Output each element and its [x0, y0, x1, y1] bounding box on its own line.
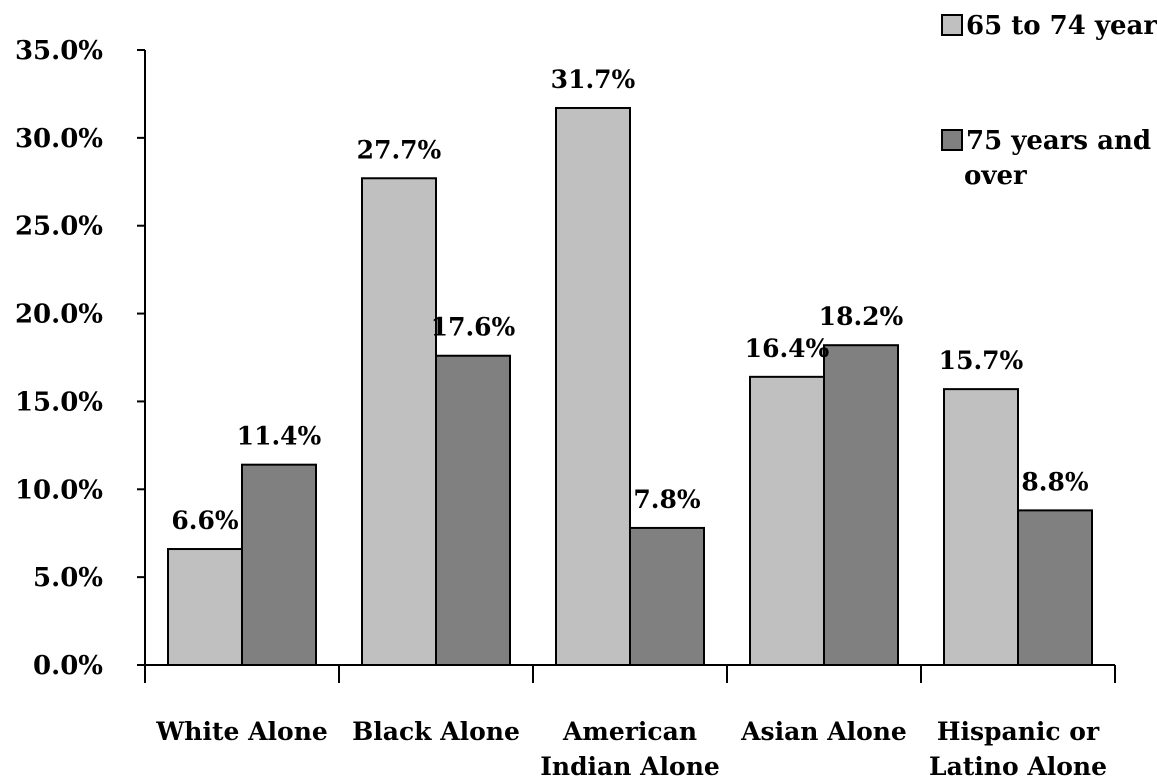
legend-label: over	[964, 161, 1027, 191]
x-category-label: Latino Alone	[929, 752, 1107, 781]
data-labels: 6.6% 27.7% 31.7% 16.4% 15.7% 11.4% 17.6% 7.8% 18…	[171, 65, 1088, 535]
x-category-label: Black Alone	[352, 717, 520, 746]
legend-swatch	[941, 14, 963, 36]
data-label: 15.7%	[939, 346, 1024, 375]
y-tick-label: 20.0%	[15, 300, 103, 330]
bar	[241, 463, 317, 666]
y-axis: 0.0% 5.0% 10.0% 15.0% 20.0% 25.0% 30.0% 35.0%	[15, 36, 146, 681]
y-tick-label: 5.0%	[33, 563, 103, 593]
x-category-label: Hispanic or	[937, 717, 1100, 746]
x-category-label: Indian Alone	[540, 752, 720, 781]
bar	[943, 388, 1019, 666]
bars	[167, 106, 1093, 667]
bar	[167, 548, 243, 666]
y-tick-label: 10.0%	[15, 475, 103, 505]
y-tick-label: 15.0%	[15, 387, 103, 417]
data-label: 16.4%	[745, 334, 830, 363]
legend-label: 75 years and	[966, 126, 1151, 156]
bar	[749, 375, 825, 666]
legend-swatch	[941, 129, 963, 151]
bar	[823, 344, 899, 666]
data-label: 18.2%	[819, 302, 904, 331]
y-tick-label: 0.0%	[33, 651, 103, 681]
bar	[629, 526, 705, 667]
legend-label: 65 to 74 years	[966, 11, 1157, 41]
x-category-label: White Alone	[155, 717, 328, 746]
bar	[361, 177, 437, 666]
y-tick-label: 30.0%	[15, 124, 103, 154]
bar	[555, 106, 631, 666]
x-axis: White Alone Black Alone American Indian Alo…	[144, 664, 1116, 781]
data-label: 17.6%	[431, 313, 516, 342]
x-category-label: Asian Alone	[740, 717, 907, 746]
data-label: 31.7%	[551, 65, 636, 94]
x-category-label: American	[562, 717, 697, 746]
y-tick-label: 35.0%	[15, 36, 103, 66]
data-label: 27.7%	[357, 135, 442, 164]
data-label: 11.4%	[237, 422, 322, 451]
data-label: 7.8%	[633, 485, 700, 514]
data-label: 6.6%	[171, 506, 238, 535]
data-label: 8.8%	[1021, 467, 1088, 496]
y-tick-label: 25.0%	[15, 212, 103, 242]
bar	[435, 354, 511, 666]
legend: 65 to 74 years 75 years and over	[941, 11, 1157, 191]
bar	[1017, 509, 1093, 666]
